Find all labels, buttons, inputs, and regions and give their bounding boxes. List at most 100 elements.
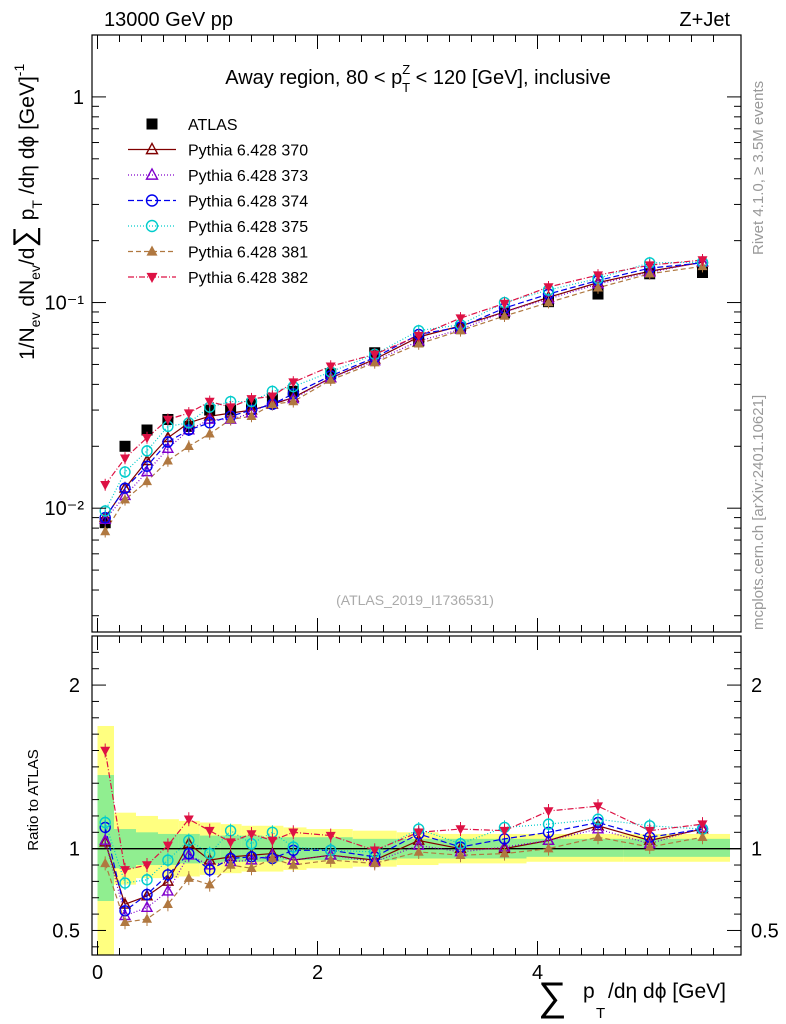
ratio-point	[183, 834, 195, 847]
ratio-frame	[91, 635, 742, 956]
legend-label: ATLAS	[188, 117, 238, 134]
mc-point	[225, 413, 236, 424]
mc-point	[100, 526, 111, 536]
mc-point	[543, 297, 554, 307]
ratio-point	[592, 813, 604, 825]
ratio-point	[499, 826, 510, 837]
ratio-point	[100, 746, 111, 757]
svg-text:p: p	[583, 980, 595, 1003]
mc-point	[369, 350, 380, 360]
mc-point	[162, 455, 173, 465]
ratio-point	[413, 828, 424, 838]
ratio-point	[162, 898, 173, 909]
ratio-point	[543, 843, 554, 853]
ratio-point	[287, 841, 299, 853]
ratio-point	[203, 847, 216, 860]
ratio-point	[267, 836, 278, 846]
mc-point	[455, 314, 466, 324]
legend-marker	[145, 141, 159, 155]
rivet-label: Rivet 4.1.0, ≥ 3.5M events	[750, 81, 767, 255]
mc-point	[455, 325, 466, 335]
main-series-line	[104, 261, 703, 518]
mc-point	[225, 403, 236, 413]
ratio-point	[141, 888, 153, 901]
ratio-point	[288, 859, 299, 869]
mc-point	[267, 392, 278, 402]
legend-label: Pythia 6.428 370	[188, 143, 308, 160]
main-y-tick-label: 10⁻²	[45, 498, 85, 520]
ratio-y-tick-label: 0.5	[52, 920, 80, 942]
mc-point	[162, 436, 174, 448]
ratio-point	[246, 862, 257, 873]
mc-point	[413, 338, 424, 348]
x-tick-label: 2	[312, 962, 323, 984]
ratio-point	[246, 830, 257, 840]
main-frame	[91, 34, 742, 633]
ratio-band-stat	[675, 838, 730, 857]
main-series-line	[104, 265, 703, 532]
mc-point	[325, 374, 336, 384]
ratio-point	[644, 826, 655, 837]
mc-point	[593, 282, 603, 292]
ratio-y-axis-label: Ratio to ATLAS	[25, 749, 42, 850]
ratio-point	[204, 879, 215, 889]
ratio-point	[142, 913, 152, 923]
legend-label: Pythia 6.428 373	[188, 168, 308, 185]
mc-point	[161, 441, 175, 453]
ratio-point	[455, 825, 466, 835]
mc-point	[120, 454, 130, 464]
ratio-point	[697, 831, 708, 841]
ratio-point	[162, 854, 174, 866]
mc-point	[162, 415, 173, 425]
ratio-y-tick-label-right: 0.5	[751, 920, 779, 942]
mc-point	[141, 460, 153, 472]
ratio-point	[369, 846, 380, 856]
ratio-point	[644, 841, 655, 851]
mc-point	[119, 482, 131, 494]
mc-point	[413, 331, 424, 342]
main-series-line	[104, 261, 703, 520]
legend-marker	[145, 167, 159, 180]
mc-point	[183, 440, 194, 451]
ratio-point	[119, 877, 131, 889]
ratio-y-tick-label-right: 2	[751, 675, 762, 697]
mc-point	[142, 434, 152, 444]
main-y-tick-label: 10⁻¹	[45, 293, 85, 315]
ratio-y-tick-label: 2	[69, 675, 80, 697]
ratio-point	[162, 869, 174, 881]
legend-label: Pythia 6.428 375	[188, 219, 308, 236]
x-tick-label: 0	[92, 962, 103, 984]
mc-point	[267, 398, 278, 409]
svg-text:1/Nev dNev/d∑ pT /dη dϕ [GeV]: 1/Nev dNev/d∑ pT /dη dϕ [GeV]-1	[8, 64, 45, 360]
ratio-point	[161, 884, 175, 896]
main-series-line	[104, 262, 703, 518]
main-series-line	[104, 259, 703, 486]
mc-point	[246, 410, 257, 420]
mc-point	[644, 261, 655, 271]
mc-point	[100, 481, 111, 491]
header-left: 13000 GeV pp	[104, 9, 233, 31]
ratio-point	[141, 874, 153, 886]
x-axis-label: ∑ p T /dη dϕ [GeV]	[538, 975, 726, 1022]
ratio-point	[140, 900, 154, 913]
legend: ATLAS Pythia 6.428 370 Pythia 6.428 373 Pyt…	[128, 117, 308, 287]
mc-point	[246, 395, 257, 405]
ratio-point	[593, 802, 603, 812]
ratio-point	[203, 864, 216, 876]
mc-point	[325, 362, 336, 372]
mc-point	[183, 409, 194, 419]
legend-marker	[145, 219, 159, 233]
ratio-point	[455, 849, 466, 859]
mcplots-label: mcplots.cern.ch [arXiv:2401.10621]	[750, 395, 767, 630]
ratio-point	[100, 857, 111, 868]
mc-point	[288, 396, 299, 406]
mc-point	[99, 505, 111, 517]
svg-text:∑: ∑	[538, 975, 567, 1019]
ratio-point	[183, 847, 195, 860]
ratio-point	[142, 861, 152, 871]
mc-point	[120, 494, 130, 504]
ratio-y-tick-label: 1	[69, 839, 80, 861]
mc-point	[141, 445, 153, 457]
ratio-point	[288, 828, 299, 838]
